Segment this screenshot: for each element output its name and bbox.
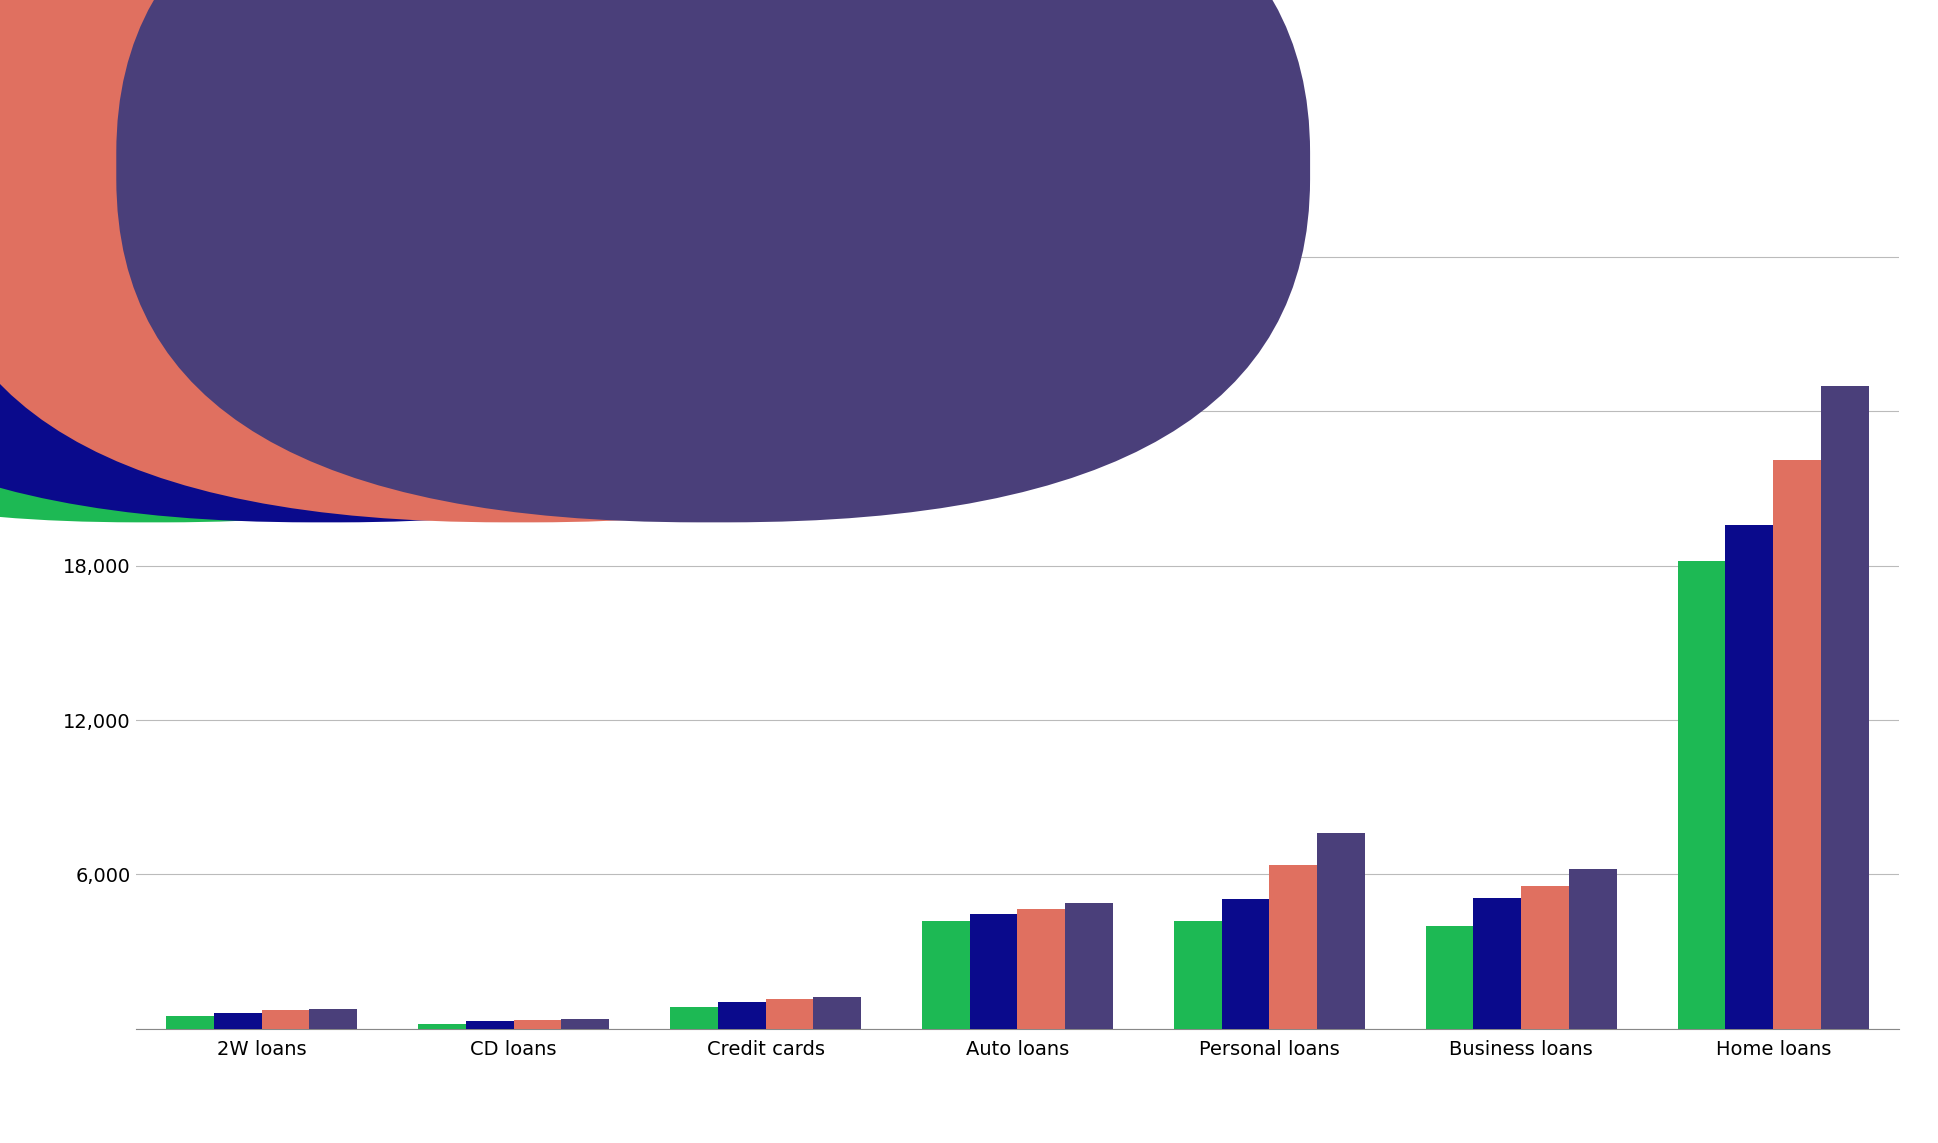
Bar [717, 1001, 766, 1029]
Bar [1221, 898, 1269, 1029]
Bar [1174, 921, 1221, 1029]
Bar [562, 1020, 609, 1029]
Text: 2020: 2020 [353, 157, 401, 175]
Text: 2021: 2021 [547, 157, 595, 175]
Bar [922, 921, 969, 1029]
Bar [310, 1008, 357, 1029]
Bar [969, 914, 1017, 1029]
Bar [1822, 386, 1868, 1029]
Text: Home loan is the largest portfolio: Home loan is the largest portfolio [136, 34, 824, 69]
Bar [1318, 833, 1364, 1029]
Bar [213, 1013, 262, 1029]
Bar [1426, 926, 1473, 1029]
Bar [814, 997, 860, 1029]
Bar [1678, 560, 1725, 1029]
Bar [1773, 461, 1822, 1029]
Bar [1066, 903, 1112, 1029]
Bar [1269, 865, 1318, 1029]
Bar [1473, 897, 1521, 1029]
Bar [465, 1022, 514, 1029]
Bar [1725, 525, 1773, 1029]
Bar [1570, 869, 1616, 1029]
Bar [419, 1024, 465, 1029]
Bar [1521, 886, 1570, 1029]
Bar [671, 1007, 717, 1029]
Text: 2022: 2022 [740, 157, 789, 175]
Text: 2019: 2019 [178, 157, 227, 175]
Bar [262, 1010, 310, 1029]
Bar [514, 1021, 562, 1029]
Bar [1017, 909, 1066, 1029]
Bar [766, 999, 814, 1029]
Bar [167, 1016, 213, 1029]
